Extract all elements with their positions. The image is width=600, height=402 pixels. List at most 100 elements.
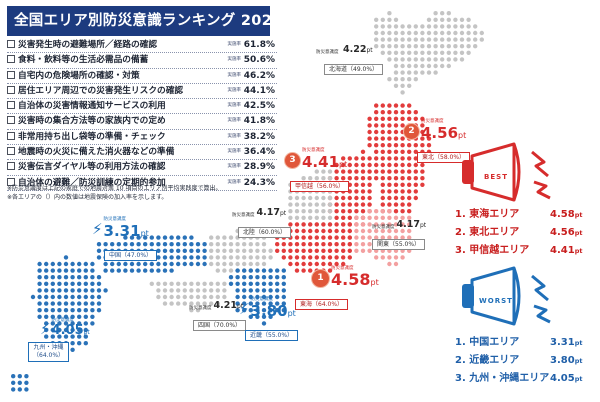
map-dot: [420, 37, 425, 42]
map-dot: [407, 63, 412, 69]
map-dot: [446, 63, 451, 69]
map-dot: [380, 202, 385, 207]
map-dot: [407, 37, 412, 42]
map-dot: [367, 116, 372, 122]
map-dot: [96, 294, 102, 300]
megaphone-worst-icon: [462, 266, 551, 326]
map-dot: [248, 261, 253, 267]
map-dot: [327, 261, 333, 267]
map-dot: [96, 308, 102, 313]
map-dot: [156, 281, 161, 286]
map-dot: [433, 63, 438, 69]
map-dot: [294, 242, 300, 247]
map-dot: [380, 129, 385, 135]
map-dot: [393, 222, 399, 227]
map-dot: [37, 288, 42, 293]
map-dot: [387, 182, 392, 187]
map-dot: [37, 268, 42, 273]
map-dot: [162, 288, 168, 293]
map-dot: [255, 268, 260, 273]
map-dot: [393, 70, 399, 75]
map-dot: [341, 156, 346, 161]
map-dot: [314, 215, 319, 220]
map-dot: [400, 136, 405, 141]
map-dot: [440, 30, 445, 36]
map-dot: [426, 17, 432, 22]
map-dot: [374, 17, 379, 22]
map-dot: [288, 248, 293, 253]
map-dot: [374, 44, 379, 49]
map-dot: [176, 235, 181, 240]
map-dot: [268, 248, 273, 253]
map-dot: [143, 242, 148, 247]
map-dot: [50, 321, 55, 326]
map-dot: [360, 242, 366, 247]
map-dot: [70, 341, 75, 346]
map-dot: [446, 30, 451, 36]
map-dot: [413, 116, 418, 122]
map-dot: [400, 222, 405, 227]
map-dot: [393, 228, 399, 234]
map-dot: [63, 268, 69, 273]
map-dot: [387, 103, 392, 108]
map-dot: [387, 123, 392, 128]
map-dot: [235, 242, 240, 247]
map-dot: [189, 281, 194, 286]
megaphone-best-icon: [462, 142, 551, 202]
map-dot: [83, 275, 89, 280]
map-dot: [479, 30, 484, 36]
map-dot: [321, 248, 326, 253]
map-dot: [387, 11, 392, 16]
map-dot: [314, 242, 319, 247]
region-kyushu-okinawa: ⚡ 防災意識度 4.05pt 九州・沖縄 （64.0%）: [28, 318, 90, 362]
map-dot: [189, 308, 194, 313]
map-dot: [195, 294, 201, 300]
map-dot: [275, 275, 280, 280]
map-dot: [426, 44, 432, 49]
map-dot: [387, 169, 392, 174]
map-dot: [360, 149, 366, 154]
map-dot: [70, 294, 75, 300]
map-dot: [393, 202, 399, 207]
map-dot: [308, 222, 313, 227]
map-dot: [407, 222, 412, 227]
map-dot: [400, 110, 405, 115]
map-dot: [288, 222, 293, 227]
map-dot: [37, 294, 42, 300]
map-dot: [341, 242, 346, 247]
map-dot: [314, 195, 319, 201]
map-dot: [374, 228, 379, 234]
map-dot: [380, 255, 385, 260]
map-dot: [209, 255, 214, 260]
map-dot: [83, 288, 89, 293]
map-dot: [268, 281, 273, 286]
map-dot: [367, 202, 372, 207]
map-dot: [420, 50, 425, 55]
map-dot: [57, 327, 62, 333]
map-dot: [327, 228, 333, 234]
map-dot: [393, 37, 399, 42]
map-dot: [261, 281, 267, 286]
map-dot: [453, 24, 458, 29]
map-dot: [407, 57, 412, 62]
map-dot: [433, 24, 438, 29]
map-dot: [407, 162, 412, 168]
map-dot: [110, 261, 115, 267]
map-dot: [136, 235, 141, 240]
map-dot: [393, 209, 399, 214]
map-dot: [294, 215, 300, 220]
map-dot: [248, 314, 253, 319]
map-dot: [96, 242, 102, 247]
map-dot: [162, 242, 168, 247]
map-dot: [288, 261, 293, 267]
map-dot: [420, 143, 425, 148]
ranking-item: 1. 中国エリア 3.31pt: [455, 337, 583, 348]
map-dot: [400, 116, 405, 122]
map-dot: [334, 255, 339, 260]
map-dot: [360, 162, 366, 168]
map-dot: [281, 281, 286, 286]
map-dot: [374, 123, 379, 128]
map-dot: [222, 268, 227, 273]
map-dot: [242, 261, 247, 267]
map-dot: [116, 261, 122, 267]
